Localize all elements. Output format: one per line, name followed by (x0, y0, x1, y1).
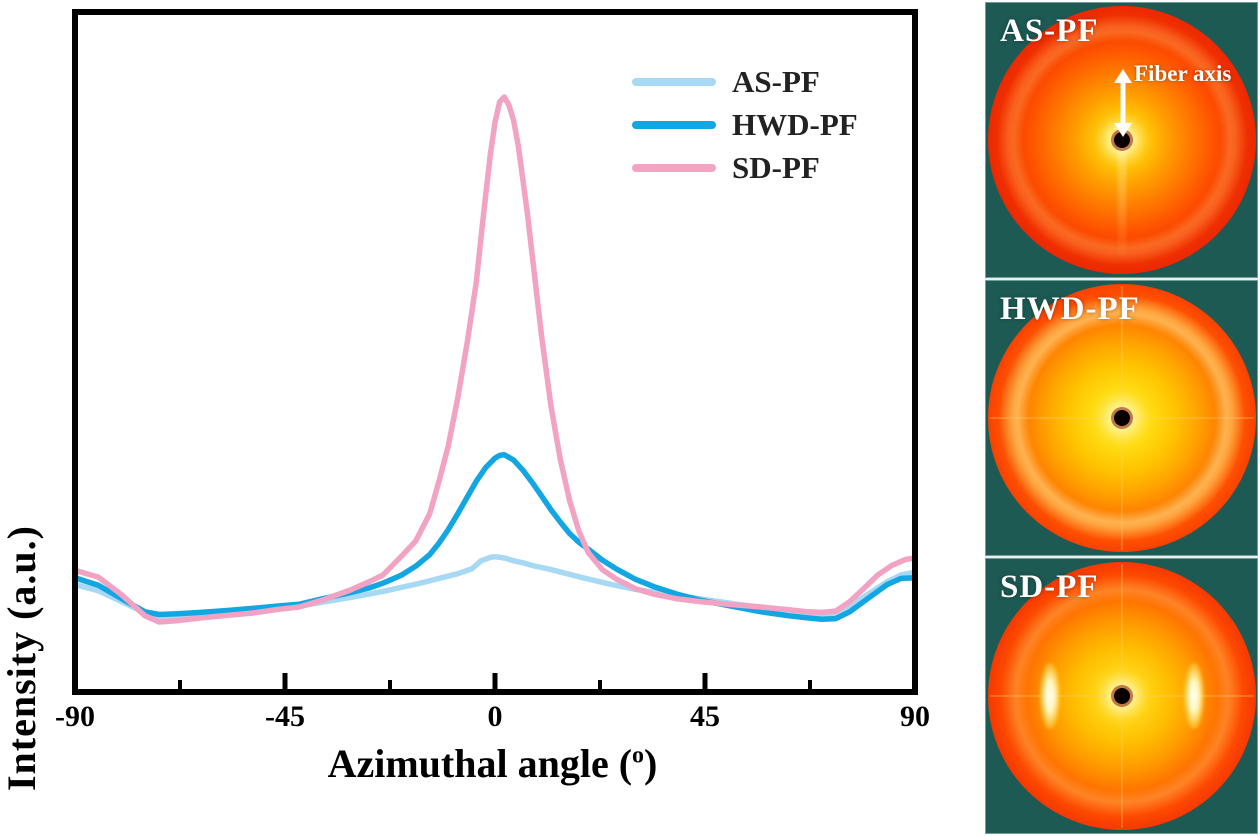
curve-hwd-pf (77, 451, 913, 622)
waxd-tile-hwd-pf: HWD-PF (985, 280, 1258, 556)
x-axis-label-text: Azimuthal angle ( (327, 741, 633, 786)
fiber-axis-annotation: Fiber axis (986, 3, 1257, 277)
fiber-axis-arrowhead-down-icon (1114, 123, 1132, 137)
meridional-streak (1117, 140, 1126, 260)
legend-swatch-as-pf (632, 77, 716, 86)
azimuthal-intensity-chart: Intensity (a.u.) -90 -45 0 45 90 Azimuthal a… (0, 9, 985, 792)
equatorial-reflection-left (1039, 663, 1060, 729)
diffraction-pattern-sd-pf (987, 562, 1256, 830)
legend-swatch-hwd-pf (632, 120, 716, 129)
fiber-axis-arrowhead-up-icon (1114, 69, 1132, 83)
legend-label-as-pf: AS-PF (732, 63, 820, 99)
x-axis-label-degree: o (632, 742, 645, 769)
legend-swatch-sd-pf (632, 163, 716, 172)
curve-group (77, 94, 913, 625)
tile-label-sd-pf: SD-PF (1000, 569, 1099, 605)
curve-sd-pf (77, 94, 913, 625)
x-tick-labels: -90 -45 0 45 90 (0, 700, 985, 740)
x-tick-label: -90 (55, 700, 95, 733)
legend-label-sd-pf: SD-PF (732, 149, 820, 185)
waxd-pattern-panel: AS-PF Fiber axis HWD-PF (985, 2, 1258, 834)
x-tick-label: 0 (487, 700, 503, 733)
x-tick-label: -45 (265, 700, 305, 733)
waxd-tile-as-pf: AS-PF Fiber axis (985, 2, 1258, 278)
axis-ticks (178, 673, 812, 689)
legend-item-sd-pf: SD-PF (632, 146, 858, 189)
waxd-tile-sd-pf: SD-PF (985, 558, 1258, 834)
plot-canvas (72, 9, 918, 695)
legend-label-hwd-pf: HWD-PF (732, 106, 858, 142)
x-tick-label: 45 (690, 700, 720, 733)
tile-label-hwd-pf: HWD-PF (1000, 291, 1140, 327)
legend-item-hwd-pf: HWD-PF (632, 103, 858, 146)
equatorial-reflection-right (1183, 663, 1204, 729)
beamstop-dot (1113, 410, 1130, 426)
x-axis-label-close: ) (644, 741, 658, 786)
fiber-axis-arrow-line (1120, 82, 1126, 124)
diffraction-pattern-as-pf (987, 6, 1256, 274)
beamstop-dot (1113, 688, 1130, 704)
tile-label-as-pf: AS-PF (1000, 13, 1099, 49)
diffraction-pattern-hwd-pf (987, 284, 1256, 552)
plot-frame (72, 9, 918, 695)
x-tick-label: 90 (900, 700, 930, 733)
legend: AS-PF HWD-PF SD-PF (632, 60, 858, 189)
x-axis-label: Azimuthal angle (o) (0, 740, 985, 787)
legend-item-as-pf: AS-PF (632, 60, 858, 103)
fiber-axis-label: Fiber axis (1134, 61, 1232, 86)
